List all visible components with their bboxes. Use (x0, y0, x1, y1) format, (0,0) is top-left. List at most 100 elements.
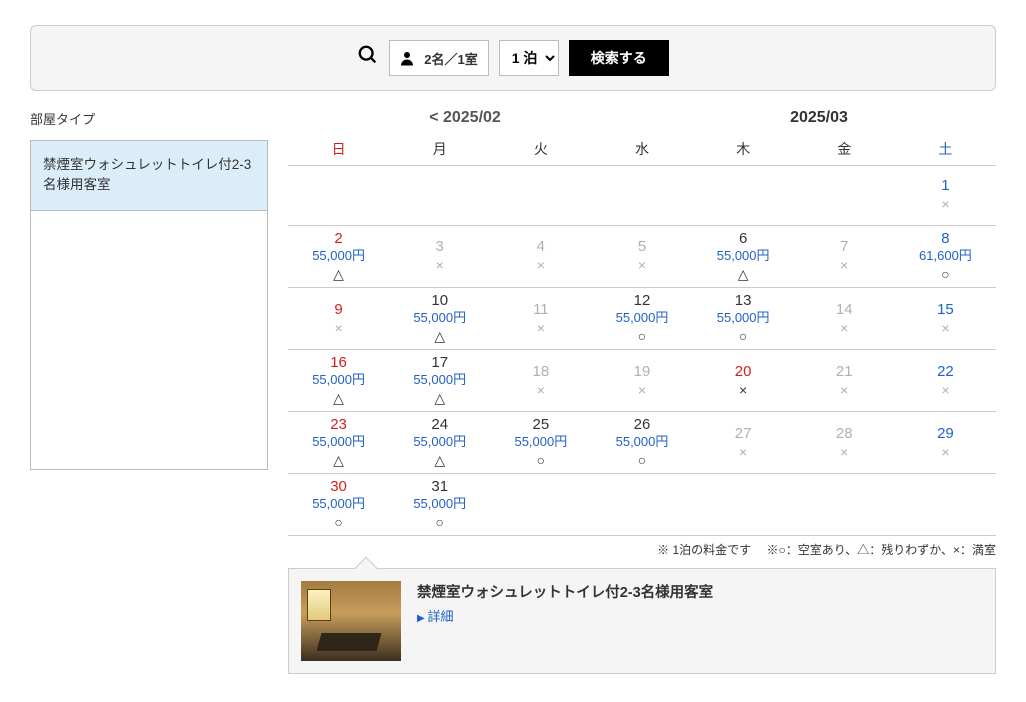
day-number: 26 (591, 416, 692, 434)
availability-mark: × (895, 443, 996, 461)
day-header: 月 (389, 133, 490, 166)
calendar-cell: 18× (490, 350, 591, 412)
day-number: 16 (288, 354, 389, 372)
room-thumbnail (301, 581, 401, 661)
day-number: 30 (288, 478, 389, 496)
availability-mark: ○ (895, 265, 996, 283)
calendar-cell[interactable]: 2355,000円△ (288, 412, 389, 474)
detail-title: 禁煙室ウォシュレットトイレ付2-3名様用客室 (417, 581, 983, 602)
calendar-cell: 22× (895, 350, 996, 412)
room-detail-panel: 禁煙室ウォシュレットトイレ付2-3名様用客室 詳細 (288, 568, 996, 674)
day-number: 24 (389, 416, 490, 434)
nights-select[interactable]: 1 泊 (499, 40, 559, 76)
price: 55,000円 (693, 248, 794, 265)
price: 55,000円 (591, 310, 692, 327)
prev-month-button[interactable]: < 2025/02 (288, 109, 642, 133)
guests-input[interactable]: 2名／1室 (389, 40, 488, 76)
calendar-cell[interactable]: 2455,000円△ (389, 412, 490, 474)
day-number: 2 (288, 230, 389, 248)
day-number: 22 (895, 363, 996, 381)
day-number: 20 (693, 363, 794, 381)
price: 55,000円 (693, 310, 794, 327)
calendar-cell[interactable]: 1655,000円△ (288, 350, 389, 412)
day-header: 日 (288, 133, 389, 166)
calendar-cell: 27× (693, 412, 794, 474)
calendar-cell (794, 166, 895, 226)
price: 55,000円 (389, 496, 490, 513)
calendar-cell[interactable]: 861,600円○ (895, 226, 996, 288)
availability-mark: × (794, 256, 895, 274)
calendar-cell[interactable]: 2555,000円○ (490, 412, 591, 474)
availability-mark: × (591, 256, 692, 274)
calendar-cell (794, 474, 895, 536)
current-month-label: 2025/03 (642, 109, 996, 133)
availability-mark: × (895, 195, 996, 213)
search-button[interactable]: 検索する (569, 40, 669, 76)
day-number: 15 (895, 301, 996, 319)
calendar-cell: 1× (895, 166, 996, 226)
day-number: 23 (288, 416, 389, 434)
calendar-cell (591, 166, 692, 226)
day-number: 28 (794, 425, 895, 443)
day-header: 火 (490, 133, 591, 166)
day-number: 9 (288, 301, 389, 319)
availability-mark: △ (288, 389, 389, 407)
calendar-cell: 5× (591, 226, 692, 288)
availability-mark: × (693, 381, 794, 399)
calendar-cell: 21× (794, 350, 895, 412)
calendar-cell[interactable]: 2655,000円○ (591, 412, 692, 474)
availability-mark: ○ (693, 327, 794, 345)
calendar-table: 日月火水木金土 1×255,000円△3×4×5×655,000円△7×861,… (288, 133, 996, 536)
price: 55,000円 (591, 434, 692, 451)
availability-mark: ○ (490, 451, 591, 469)
calendar-cell: 3× (389, 226, 490, 288)
calendar-cell[interactable]: 1255,000円○ (591, 288, 692, 350)
calendar-cell: 20× (693, 350, 794, 412)
day-number: 6 (693, 230, 794, 248)
availability-mark: △ (389, 327, 490, 345)
calendar-cell[interactable]: 655,000円△ (693, 226, 794, 288)
sidebar: 部屋タイプ 禁煙室ウォシュレットトイレ付2-3名様用客室 (30, 109, 268, 674)
availability-mark: × (490, 256, 591, 274)
calendar-cell (693, 474, 794, 536)
guests-value: 2名／1室 (424, 49, 477, 68)
day-number: 12 (591, 292, 692, 310)
availability-mark: ○ (591, 451, 692, 469)
calendar-cell: 19× (591, 350, 692, 412)
calendar-cell[interactable]: 3055,000円○ (288, 474, 389, 536)
availability-mark: △ (389, 389, 490, 407)
day-header: 水 (591, 133, 692, 166)
day-number: 10 (389, 292, 490, 310)
calendar-cell: 14× (794, 288, 895, 350)
calendar-cell[interactable]: 1755,000円△ (389, 350, 490, 412)
day-number: 27 (693, 425, 794, 443)
availability-mark: × (389, 256, 490, 274)
availability-mark: △ (693, 265, 794, 283)
calendar: < 2025/02 2025/03 日月火水木金土 1×255,000円△3×4… (288, 109, 996, 674)
room-type-item[interactable]: 禁煙室ウォシュレットトイレ付2-3名様用客室 (31, 141, 267, 211)
availability-mark: △ (389, 451, 490, 469)
day-number: 11 (490, 301, 591, 319)
detail-link[interactable]: 詳細 (417, 609, 453, 624)
day-number: 29 (895, 425, 996, 443)
calendar-cell[interactable]: 1055,000円△ (389, 288, 490, 350)
person-icon (398, 49, 416, 67)
availability-mark: × (490, 381, 591, 399)
availability-mark: ○ (591, 327, 692, 345)
calendar-cell[interactable]: 3155,000円○ (389, 474, 490, 536)
day-number: 3 (389, 238, 490, 256)
calendar-cell: 29× (895, 412, 996, 474)
calendar-cell[interactable]: 1355,000円○ (693, 288, 794, 350)
calendar-cell[interactable]: 255,000円△ (288, 226, 389, 288)
price: 55,000円 (288, 372, 389, 389)
calendar-cell: 11× (490, 288, 591, 350)
day-number: 17 (389, 354, 490, 372)
day-header: 土 (895, 133, 996, 166)
calendar-cell (693, 166, 794, 226)
day-number: 5 (591, 238, 692, 256)
availability-mark: × (895, 319, 996, 337)
calendar-cell (591, 474, 692, 536)
price: 61,600円 (895, 248, 996, 265)
day-header: 木 (693, 133, 794, 166)
calendar-cell: 15× (895, 288, 996, 350)
